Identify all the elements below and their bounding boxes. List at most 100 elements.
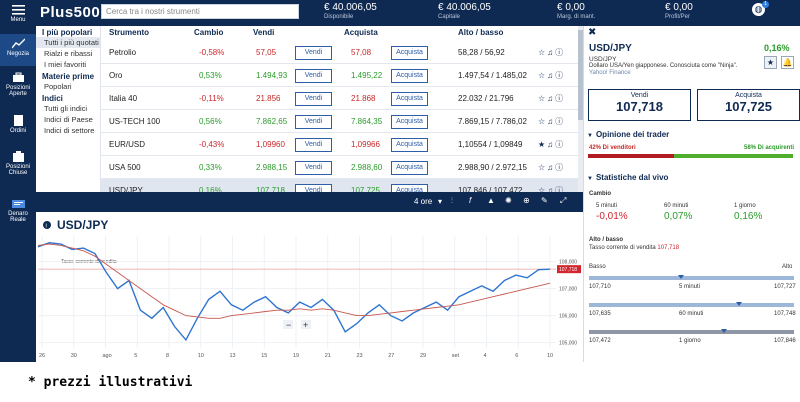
details-source-link[interactable]: Yahoo! Finance	[589, 70, 631, 76]
buy-button[interactable]: Acquista	[391, 161, 428, 175]
category-item[interactable]: Indici di Paese	[44, 115, 93, 124]
expand-icon[interactable]: ⤢	[560, 196, 567, 205]
bell-icon[interactable]: ♫	[547, 140, 556, 149]
rail-ordini[interactable]: Ordini	[0, 115, 36, 143]
zoom-out-button[interactable]	[283, 320, 293, 329]
category-item[interactable]: Rialzi e ribassi	[44, 49, 93, 58]
close-icon[interactable]: ✖	[588, 27, 597, 38]
col-header-alto-basso[interactable]: Alto / basso	[458, 28, 504, 37]
rail-denaro-reale[interactable]: Denaro Reale	[0, 198, 36, 232]
category-item[interactable]: Popolari	[44, 82, 72, 91]
bell-icon[interactable]: ♫	[547, 94, 556, 103]
gear-icon[interactable]: ✺	[505, 196, 512, 205]
buy-button[interactable]: Acquista	[391, 184, 428, 192]
star-icon[interactable]: ☆	[538, 186, 548, 192]
sell-button[interactable]: Vendi	[295, 138, 332, 152]
range-high: 107,727	[774, 284, 796, 290]
buy-button[interactable]: Acquista	[391, 46, 428, 60]
instrument-name: EUR/USD	[109, 140, 146, 149]
globe-icon[interactable]: ◍	[752, 3, 765, 16]
sell-button[interactable]: Vendi	[295, 46, 332, 60]
info-icon[interactable]: ⓘ	[555, 117, 566, 126]
table-row[interactable]: Italia 40 -0,11% 21.856 Vendi 21.868 Acquista…	[101, 87, 578, 110]
star-icon[interactable]: ☆	[538, 48, 548, 57]
table-row[interactable]: USA 500 0,33% 2.988,15 Vendi 2.988,60 Acquist…	[101, 156, 578, 179]
bell-icon[interactable]: 🔔	[781, 56, 794, 69]
change-period: 5 minuti	[596, 203, 618, 209]
sell-button[interactable]: Vendi	[295, 115, 332, 129]
star-icon[interactable]: ☆	[538, 94, 548, 103]
table-row[interactable]: Oro 0,53% 1.494,93 Vendi 1.495,22 Acquista 1.4…	[101, 64, 578, 87]
rail-posizioni-aperte[interactable]: Posizioni Aperte	[0, 72, 36, 108]
info-icon[interactable]: ⓘ	[555, 94, 566, 103]
buy-button[interactable]: Acquista	[391, 69, 428, 83]
svg-text:−: −	[286, 320, 291, 330]
bell-icon[interactable]: ♫	[547, 186, 556, 192]
bell-icon[interactable]: ♫	[547, 71, 556, 80]
buy-button[interactable]: Acquista	[391, 138, 428, 152]
category-item[interactable]: Indici di settore	[44, 126, 95, 135]
high-low-range: 107,846 / 107,472	[458, 186, 523, 192]
stat-value: € 40.006,05	[324, 2, 377, 13]
x-tick-label: 29	[420, 353, 426, 359]
pencil-icon[interactable]: ✎	[541, 196, 548, 205]
row-actions: ☆♫ⓘ	[538, 93, 565, 104]
buy-price: 107,725	[351, 186, 380, 192]
search-input[interactable]: Cerca tra i nostri strumenti	[101, 4, 299, 19]
col-header-cambio[interactable]: Cambio	[194, 28, 224, 37]
table-row[interactable]: USD/JPY 0,16% 107,718 Vendi 107,725 Acquista 1…	[101, 179, 578, 192]
sell-button[interactable]: Vendi	[295, 161, 332, 175]
zoom-in-button[interactable]	[301, 320, 311, 329]
sell-price-button[interactable]: Vendi 107,718	[588, 89, 691, 121]
buy-label: Acquista	[735, 92, 762, 99]
bell-icon[interactable]: ♫	[547, 117, 556, 126]
info-icon[interactable]: ⓘ	[555, 140, 566, 149]
category-item[interactable]: Tutti gli indici	[44, 104, 88, 113]
star-icon[interactable]: ☆	[538, 117, 548, 126]
buy-button[interactable]: Acquista	[391, 92, 428, 106]
category-item[interactable]: Tutti i più quotati	[36, 37, 100, 48]
info-icon[interactable]: ⓘ	[555, 71, 566, 80]
sell-button[interactable]: Vendi	[295, 92, 332, 106]
interval-select[interactable]: 4 ore	[414, 197, 433, 206]
rail-negozia[interactable]: Negozia	[0, 34, 36, 66]
line-chart-icon	[11, 38, 25, 49]
table-row[interactable]: EUR/USD -0,43% 1,09960 Vendi 1,09966 Acquista…	[101, 133, 578, 156]
col-header-strumento[interactable]: Strumento	[109, 28, 149, 37]
info-icon[interactable]: ⓘ	[555, 186, 566, 192]
category-item[interactable]: I miei favoriti	[44, 60, 87, 69]
candles-icon[interactable]: ⫶	[451, 196, 453, 205]
sell-button[interactable]: Vendi	[295, 69, 332, 83]
star-icon[interactable]: ☆	[538, 163, 548, 172]
scrollbar-thumb[interactable]	[578, 30, 583, 120]
sell-button[interactable]: Vendi	[295, 184, 332, 192]
rail-posizioni-chiuse[interactable]: Posizioni Chiuse	[0, 151, 36, 185]
info-icon[interactable]	[43, 221, 51, 229]
table-row[interactable]: US-TECH 100 0,56% 7.862,65 Vendi 7.864,35 Acq…	[101, 110, 578, 133]
table-row[interactable]: Petrolio -0,58% 57,05 Vendi 57,08 Acquista 58,…	[101, 41, 578, 64]
buy-price: 21.868	[351, 94, 376, 103]
info-icon[interactable]: ⓘ	[555, 163, 566, 172]
table-scrollbar[interactable]	[578, 26, 583, 192]
mountain-icon[interactable]: ▲	[487, 196, 495, 205]
rail-menu[interactable]: Menu	[0, 4, 36, 30]
live-stats-section-header[interactable]: ▼ Statistiche dal vivo	[587, 173, 668, 182]
col-header-acquista[interactable]: Acquista	[344, 28, 378, 37]
indicator-icon[interactable]: f	[469, 196, 472, 205]
sentiment-section-header[interactable]: ▼ Opinione dei trader	[587, 130, 669, 139]
bell-icon[interactable]: ♫	[547, 163, 556, 172]
details-symbol-line: USD/JPY	[589, 56, 617, 63]
buy-price: 7.864,35	[351, 117, 383, 126]
price-chart[interactable]: i USD/JPY Tasso corrente di vendita 2630…	[36, 212, 583, 362]
star-icon[interactable]: ★	[538, 140, 548, 149]
col-header-vendi[interactable]: Vendi	[253, 28, 275, 37]
buy-price-button[interactable]: Acquista 107,725	[697, 89, 800, 121]
star-icon[interactable]: ★	[764, 56, 777, 69]
buy-button[interactable]: Acquista	[391, 115, 428, 129]
crosshair-icon[interactable]: ⊕	[523, 196, 530, 205]
info-icon[interactable]: ⓘ	[555, 48, 566, 57]
category-nav: I più popolari Tutti i più quotati Rialz…	[36, 26, 101, 192]
star-icon[interactable]: ☆	[538, 71, 548, 80]
bell-icon[interactable]: ♫	[547, 48, 556, 57]
change-period: 1 giorno	[734, 203, 756, 209]
